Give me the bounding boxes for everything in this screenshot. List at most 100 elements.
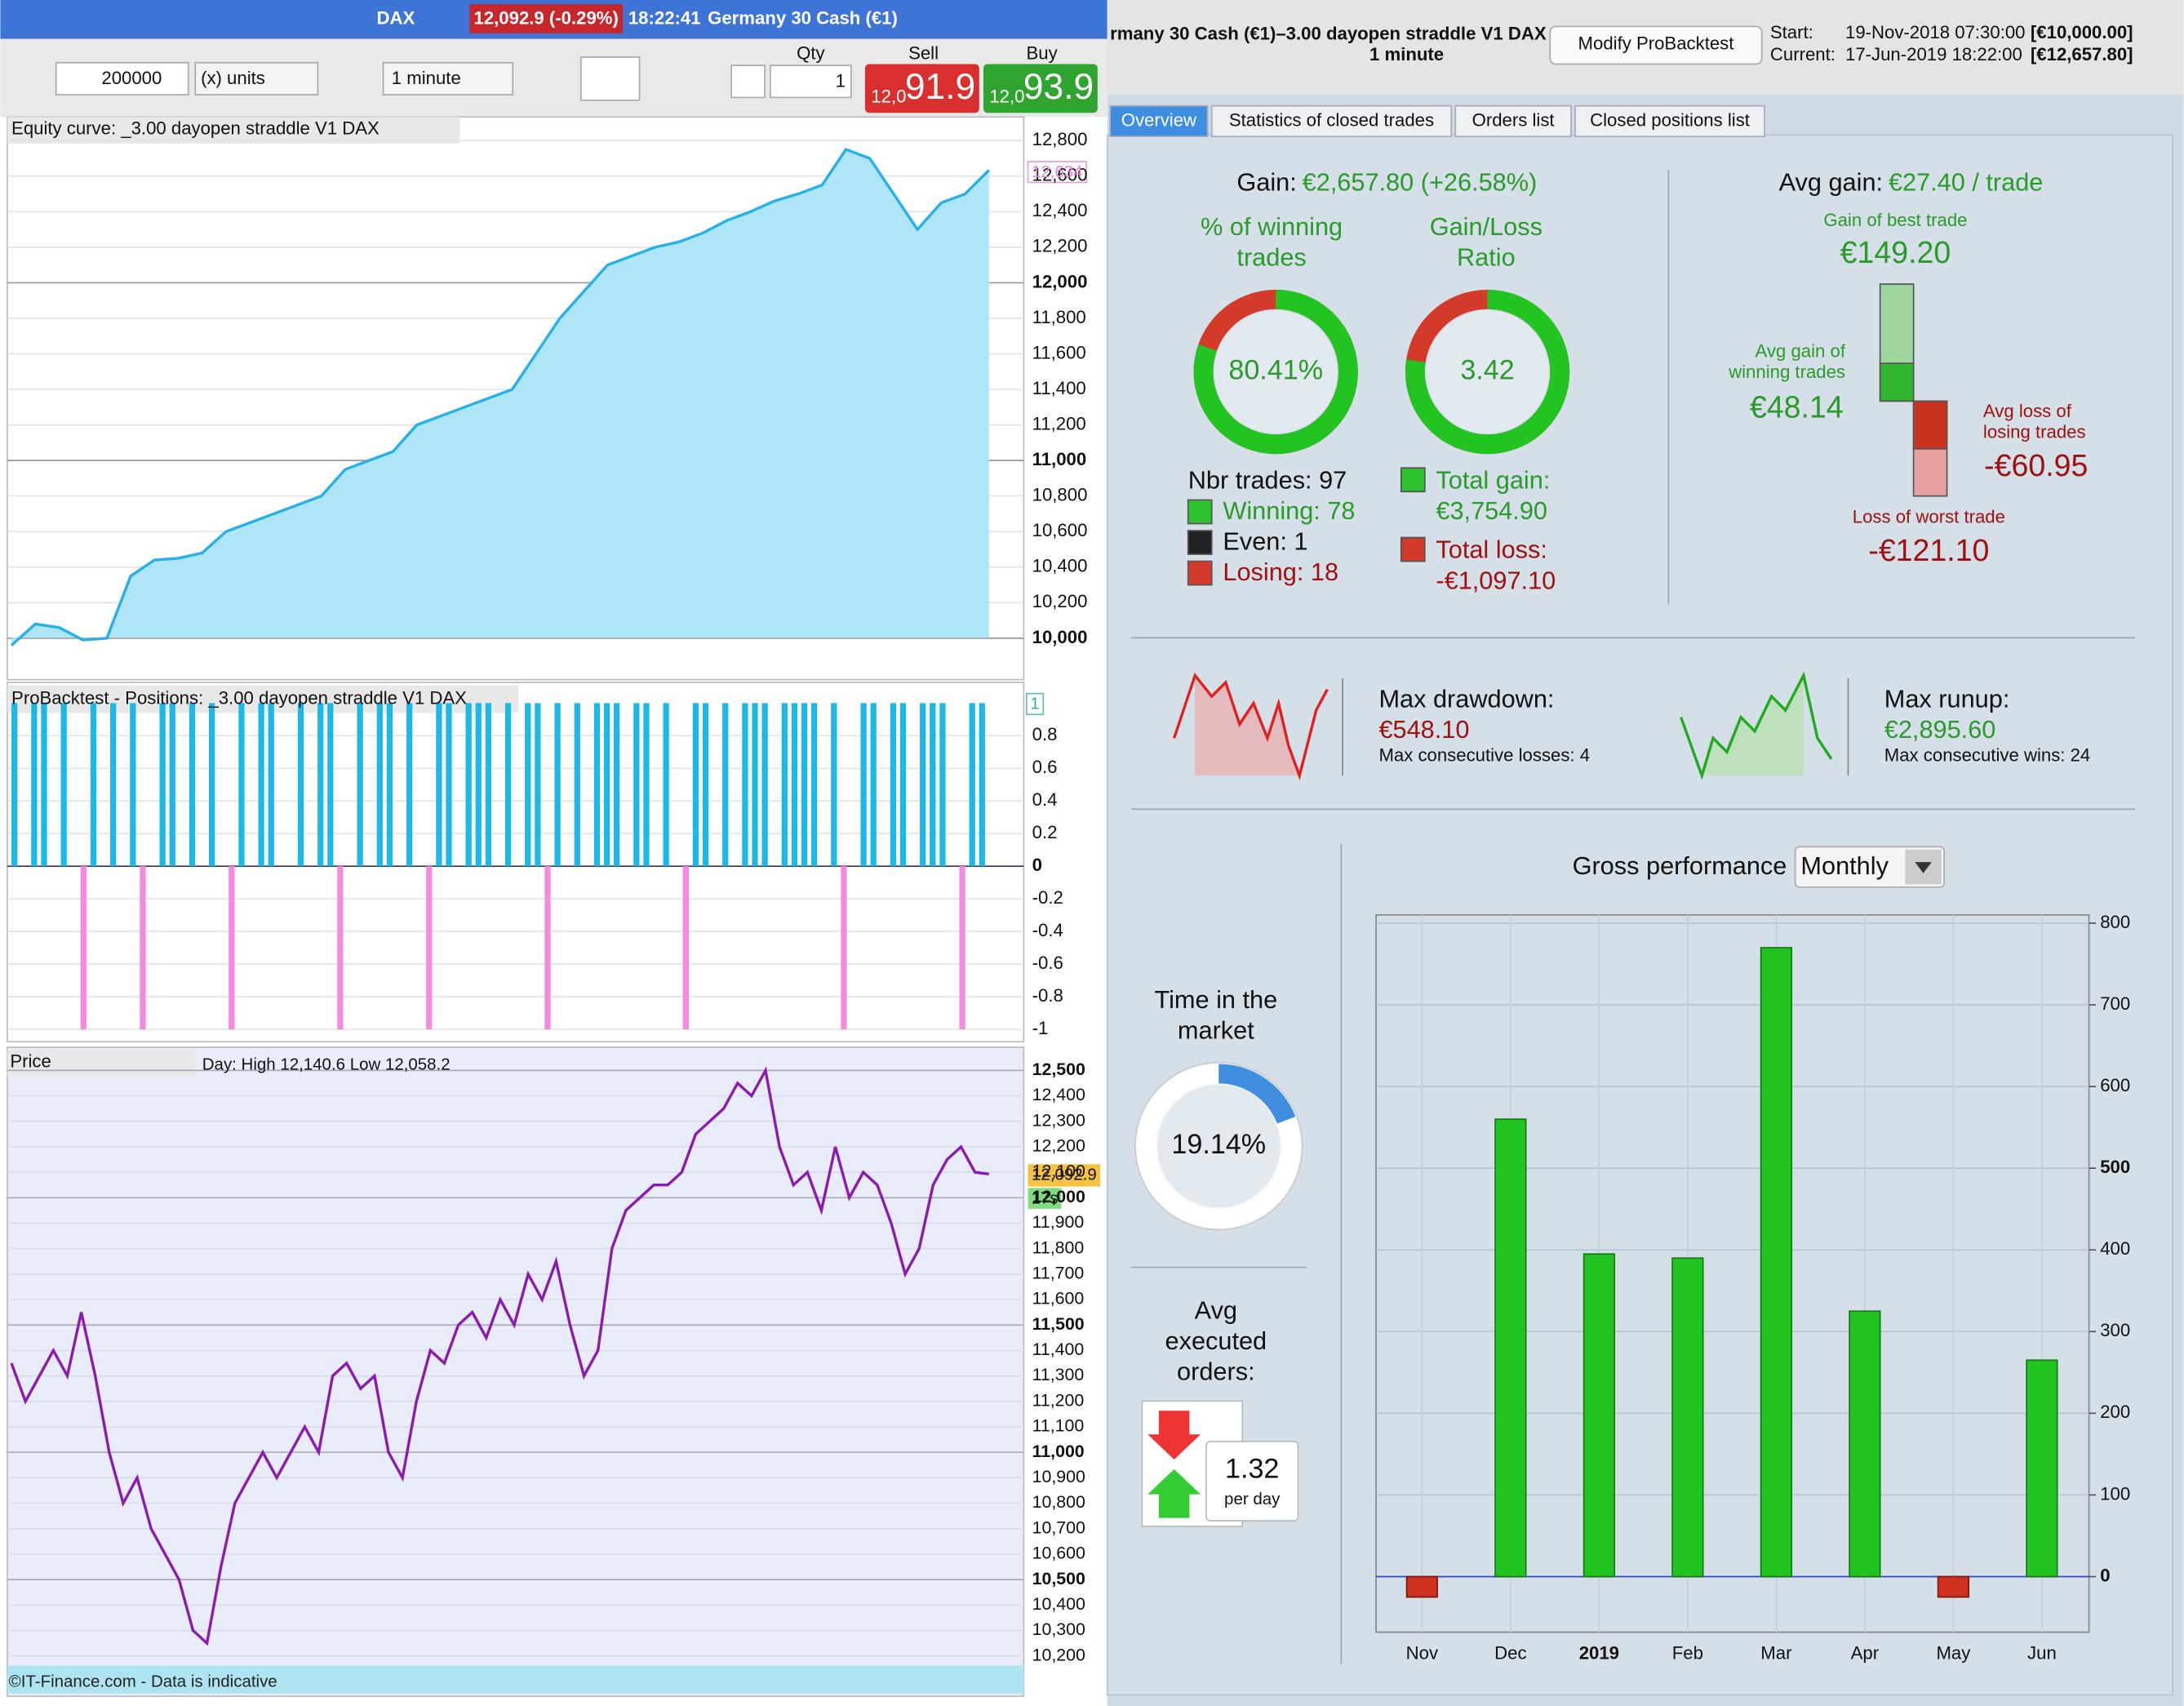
bar xyxy=(2026,1359,2058,1578)
panel-title: ProBacktest - Positions: _3.00 dayopen s… xyxy=(11,687,467,708)
label: % of winning xyxy=(1201,212,1343,241)
label: Even: 1 xyxy=(1223,526,1307,555)
position-bar xyxy=(959,866,965,1030)
equity-last-box xyxy=(1027,161,1088,184)
label: Total gain: xyxy=(1436,465,1550,494)
y-tick-label: 400 xyxy=(2100,1238,2130,1259)
position-bar xyxy=(643,703,650,867)
position-bar xyxy=(603,703,610,867)
y-tick-label: 0.2 xyxy=(1032,822,1058,842)
winning-donut-center xyxy=(1214,310,1338,433)
y-tick-label: 10,500 xyxy=(1032,1569,1085,1588)
sell-arrow xyxy=(1147,1411,1201,1460)
label: Qty xyxy=(797,42,825,63)
qty-input[interactable] xyxy=(770,64,852,99)
y-tick-label: 100 xyxy=(2100,1483,2130,1504)
label: [€12,657.80] xyxy=(2031,44,2133,64)
tab-label[interactable]: Closed positions list xyxy=(1590,109,1750,130)
label: [€10,000.00] xyxy=(2031,22,2133,42)
tab[interactable] xyxy=(1454,104,1572,138)
price-line xyxy=(10,1066,989,1646)
tab[interactable] xyxy=(1109,104,1209,138)
position-bar xyxy=(209,703,215,867)
legend-total-loss xyxy=(1400,536,1426,562)
position-bar xyxy=(446,703,452,867)
position-bar xyxy=(337,866,344,1030)
label: 91.9 xyxy=(905,67,975,107)
trade-bar xyxy=(1879,362,1915,402)
x-axis-strip xyxy=(7,1665,1024,1694)
label: ©IT-Finance.com - Data is indicative xyxy=(9,1672,277,1690)
y-tick-label: 11,900 xyxy=(1032,1212,1085,1232)
label: orders: xyxy=(1177,1357,1255,1385)
label: 12,634 xyxy=(1032,162,1083,181)
y-tick-label: 0.8 xyxy=(1032,724,1058,744)
units-select[interactable] xyxy=(194,61,319,96)
label: Gain of best trade xyxy=(1823,210,1967,230)
label: winning trades xyxy=(1728,362,1845,382)
position-bar xyxy=(357,703,363,867)
position-bar xyxy=(159,703,166,867)
y-tick-label: 10,800 xyxy=(1032,1492,1085,1512)
quantity-input[interactable] xyxy=(55,61,189,96)
label: 18:22:41 xyxy=(628,8,701,29)
tab-label[interactable]: Overview xyxy=(1121,109,1197,130)
label: €548.10 xyxy=(1378,715,1469,744)
label: (x) units xyxy=(201,68,265,88)
label: DAX xyxy=(377,8,415,29)
indicator-button[interactable] xyxy=(580,56,641,101)
label: losing trades xyxy=(1983,421,2086,442)
bar xyxy=(1849,1310,1881,1578)
y-tick-label: 800 xyxy=(2100,912,2130,932)
position-bar xyxy=(189,703,196,867)
tab-label[interactable]: Statistics of closed trades xyxy=(1229,109,1434,130)
y-tick-label: 11,500 xyxy=(1032,1314,1085,1334)
buy-button[interactable] xyxy=(983,64,1098,113)
position-bar xyxy=(535,703,541,867)
interval-select[interactable] xyxy=(382,61,514,96)
position-bar xyxy=(317,703,324,867)
position-bar xyxy=(791,703,798,867)
winning-donut-arc xyxy=(1193,289,1358,455)
y-tick-label: 10,400 xyxy=(1032,556,1088,576)
x-tick-label: May xyxy=(1936,1643,1971,1664)
label: 12,092.9 xyxy=(1032,1165,1097,1184)
position-bar xyxy=(485,703,492,867)
tab-label[interactable]: Orders list xyxy=(1472,109,1555,130)
tab[interactable] xyxy=(1210,104,1453,138)
y-tick-label: 11,600 xyxy=(1032,342,1086,362)
y-tick-label: 12,000 xyxy=(1032,271,1088,291)
position-bar xyxy=(238,703,245,867)
label: 17-Jun-2019 18:22:00 xyxy=(1845,44,2022,64)
position-bar xyxy=(979,703,985,867)
label: Monthly xyxy=(1800,851,1889,880)
settings-button[interactable] xyxy=(730,64,766,99)
position-bar xyxy=(11,703,18,867)
label: Gain/Loss xyxy=(1430,212,1543,241)
equity-header xyxy=(7,117,460,144)
position-bar xyxy=(60,703,67,867)
modify-button[interactable] xyxy=(1549,25,1763,65)
label: Avg xyxy=(1195,1295,1237,1324)
label: Germany 30 Cash (€1) xyxy=(708,8,898,29)
sell-button[interactable] xyxy=(864,64,979,113)
position-bar xyxy=(327,703,334,867)
y-tick-label: 11,100 xyxy=(1032,1416,1085,1436)
y-tick-label: 11,200 xyxy=(1032,1390,1085,1410)
label: Current: xyxy=(1770,44,1836,64)
y-tick-label: 600 xyxy=(2100,1075,2130,1095)
position-bar xyxy=(475,703,482,867)
label: Nbr trades: 97 xyxy=(1188,465,1347,494)
y-tick-label: -0.8 xyxy=(1032,985,1063,1006)
position-bar xyxy=(130,703,136,867)
label: 12,0 xyxy=(989,86,1024,106)
y-tick-label: 200 xyxy=(2100,1402,2130,1422)
tab[interactable] xyxy=(1574,104,1765,138)
positions-panel xyxy=(7,682,1025,1043)
y-tick-label: 11,300 xyxy=(1032,1365,1085,1384)
y-tick-label: 12,400 xyxy=(1032,200,1088,220)
position-bar xyxy=(752,703,758,867)
trade-bar xyxy=(1912,400,1948,450)
y-tick-label: -0.2 xyxy=(1032,887,1063,908)
y-tick-label: 12,500 xyxy=(1032,1060,1085,1079)
